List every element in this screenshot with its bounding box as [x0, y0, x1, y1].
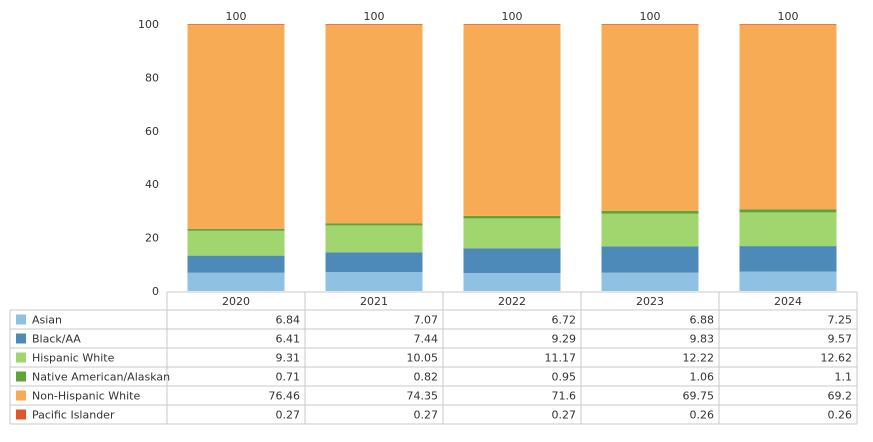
- category-label: 2023: [636, 295, 664, 308]
- bar-segment-pacific-islander[interactable]: [187, 24, 285, 25]
- table-cell-value: 76.46: [269, 390, 301, 403]
- table-cell-value: 0.71: [276, 371, 301, 384]
- table-cell-value: 7.44: [414, 333, 439, 346]
- bar-segment-pacific-islander[interactable]: [463, 24, 561, 25]
- y-tick-label: 80: [145, 71, 159, 84]
- category-label: 2024: [774, 295, 802, 308]
- total-label: 100: [640, 10, 661, 23]
- table-cell-value: 0.26: [828, 409, 853, 422]
- bar-segment-black-aa[interactable]: [325, 252, 423, 273]
- table-cell-value: 12.22: [683, 352, 715, 365]
- bar-segment-native-american-alaskan[interactable]: [187, 228, 285, 231]
- legend-swatch: [16, 371, 26, 382]
- bar-segment-black-aa[interactable]: [187, 255, 285, 273]
- table-cell-value: 74.35: [407, 390, 439, 403]
- table-cell-value: 71.6: [552, 390, 577, 403]
- table-cell-value: 9.29: [552, 333, 577, 346]
- table-cell-value: 7.07: [414, 314, 439, 327]
- legend-swatch: [16, 333, 26, 344]
- y-tick-label: 0: [152, 285, 159, 298]
- table-cell-value: 11.17: [545, 352, 577, 365]
- table-cell-value: 1.1: [835, 371, 853, 384]
- bar-segment-pacific-islander[interactable]: [739, 24, 837, 25]
- bar-segment-asian[interactable]: [325, 272, 423, 291]
- total-label: 100: [364, 10, 385, 23]
- bar-segment-non-hispanic-white[interactable]: [325, 24, 423, 224]
- table-cell-value: 0.27: [414, 409, 439, 422]
- table-cell-value: 69.75: [683, 390, 715, 403]
- series-name-label: Black/AA: [32, 333, 81, 346]
- legend-swatch: [16, 409, 26, 420]
- y-tick-label: 60: [145, 125, 159, 138]
- table-cell-value: 12.62: [821, 352, 853, 365]
- bars-group: [187, 24, 837, 291]
- bar-segment-non-hispanic-white[interactable]: [463, 24, 561, 216]
- bar-segment-native-american-alaskan[interactable]: [463, 215, 561, 219]
- series-name-label: Hispanic White: [32, 352, 115, 365]
- table-cell-value: 0.27: [276, 409, 301, 422]
- table-cell-value: 6.41: [276, 333, 301, 346]
- table-cell-value: 6.84: [276, 314, 301, 327]
- bar-segment-hispanic-white[interactable]: [463, 218, 561, 249]
- data-table: 2020 2021 2022 2023 2024 Asian 6.84 7.07 6.72 6.8…: [9, 291, 858, 425]
- bar-segment-non-hispanic-white[interactable]: [739, 24, 837, 210]
- y-tick-label: 20: [145, 232, 159, 245]
- total-label: 100: [226, 10, 247, 23]
- category-label: 2021: [360, 295, 388, 308]
- table-cell-value: 0.26: [690, 409, 715, 422]
- table-cell-value: 6.72: [552, 314, 577, 327]
- bar-segment-non-hispanic-white[interactable]: [601, 24, 699, 211]
- y-axis: 0 20 40 60 80 100: [138, 18, 159, 298]
- table-cell-value: 9.31: [276, 352, 301, 365]
- bar-segment-asian[interactable]: [463, 273, 561, 291]
- legend-swatch: [16, 352, 26, 363]
- table-cell-value: 6.88: [690, 314, 715, 327]
- table-cell-value: 7.25: [828, 314, 853, 327]
- table-cell-value: 0.95: [552, 371, 577, 384]
- series-name-label: Pacific Islander: [32, 409, 115, 422]
- category-label: 2022: [498, 295, 526, 308]
- table-cell-value: 10.05: [407, 352, 439, 365]
- category-label: 2020: [222, 295, 250, 308]
- series-name-label: Non-Hispanic White: [32, 390, 140, 403]
- legend-swatch: [16, 314, 26, 325]
- legend-swatch: [16, 390, 26, 401]
- bar-segment-pacific-islander[interactable]: [601, 24, 699, 25]
- bar-segment-hispanic-white[interactable]: [739, 212, 837, 247]
- bar-segment-hispanic-white[interactable]: [325, 225, 423, 253]
- table-cell-value: 9.57: [828, 333, 853, 346]
- bar-segment-non-hispanic-white[interactable]: [187, 24, 285, 229]
- totals-group: 100 100 100 100 100: [226, 10, 799, 23]
- bar-segment-asian[interactable]: [187, 272, 285, 291]
- bar-segment-native-american-alaskan[interactable]: [601, 210, 699, 214]
- y-tick-label: 100: [138, 18, 159, 31]
- table-cell-value: 0.27: [552, 409, 577, 422]
- table-cell-value: 9.83: [690, 333, 715, 346]
- bar-segment-black-aa[interactable]: [601, 246, 699, 273]
- y-tick-label: 40: [145, 178, 159, 191]
- bar-segment-pacific-islander[interactable]: [325, 24, 423, 25]
- table-cell-value: 69.2: [828, 390, 853, 403]
- bar-segment-native-american-alaskan[interactable]: [325, 223, 423, 226]
- bar-segment-native-american-alaskan[interactable]: [739, 209, 837, 213]
- series-name-label: Native American/Alaskan: [32, 371, 170, 384]
- bar-segment-hispanic-white[interactable]: [601, 213, 699, 247]
- bar-segment-asian[interactable]: [739, 271, 837, 291]
- bar-segment-asian[interactable]: [601, 272, 699, 291]
- total-label: 100: [778, 10, 799, 23]
- total-label: 100: [502, 10, 523, 23]
- bar-segment-black-aa[interactable]: [463, 248, 561, 274]
- table-cell-value: 0.82: [414, 371, 439, 384]
- table-cell-value: 1.06: [690, 371, 715, 384]
- bar-segment-hispanic-white[interactable]: [187, 230, 285, 256]
- bar-segment-black-aa[interactable]: [739, 246, 837, 272]
- series-name-label: Asian: [32, 314, 62, 327]
